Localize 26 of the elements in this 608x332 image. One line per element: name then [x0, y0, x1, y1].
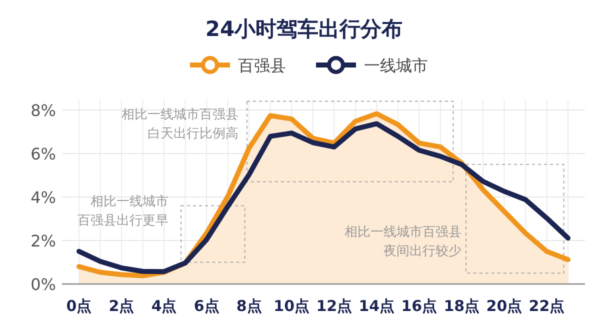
x-tick-label: 20点	[486, 297, 522, 315]
x-tick-label: 2点	[108, 297, 134, 315]
x-tick-label: 14点	[358, 297, 395, 315]
annotation: 夜间出行较少	[384, 243, 462, 260]
legend-label: 一线城市	[364, 56, 428, 75]
x-tick-label: 22点	[528, 297, 565, 315]
x-tick-label: 10点	[274, 297, 310, 315]
x-tick-label: 4点	[151, 297, 177, 315]
annotation: 相比一线城市	[90, 194, 168, 210]
x-tick-label: 16点	[401, 297, 438, 315]
annotation: 百强县出行更早	[77, 214, 168, 229]
annotation: 相比一线城市百强县	[121, 108, 238, 123]
annotation: 白天出行比例高	[147, 126, 238, 142]
y-tick-label: 6%	[30, 144, 56, 164]
legend-label: 百强县	[238, 56, 286, 75]
x-tick-label: 0点	[66, 297, 92, 315]
y-tick-label: 8%	[30, 101, 56, 120]
y-tick-label: 4%	[30, 188, 56, 207]
annotation: 相比一线城市百强县	[344, 225, 462, 240]
x-tick-label: 8点	[236, 297, 262, 315]
x-tick-label: 12点	[316, 297, 352, 315]
x-tick-label: 18点	[444, 297, 480, 315]
y-tick-label: 2%	[30, 232, 56, 250]
x-tick-label: 6点	[194, 297, 220, 315]
chart-title: 24小时驾车出行分布	[205, 17, 403, 41]
y-tick-label: 0%	[30, 275, 56, 294]
